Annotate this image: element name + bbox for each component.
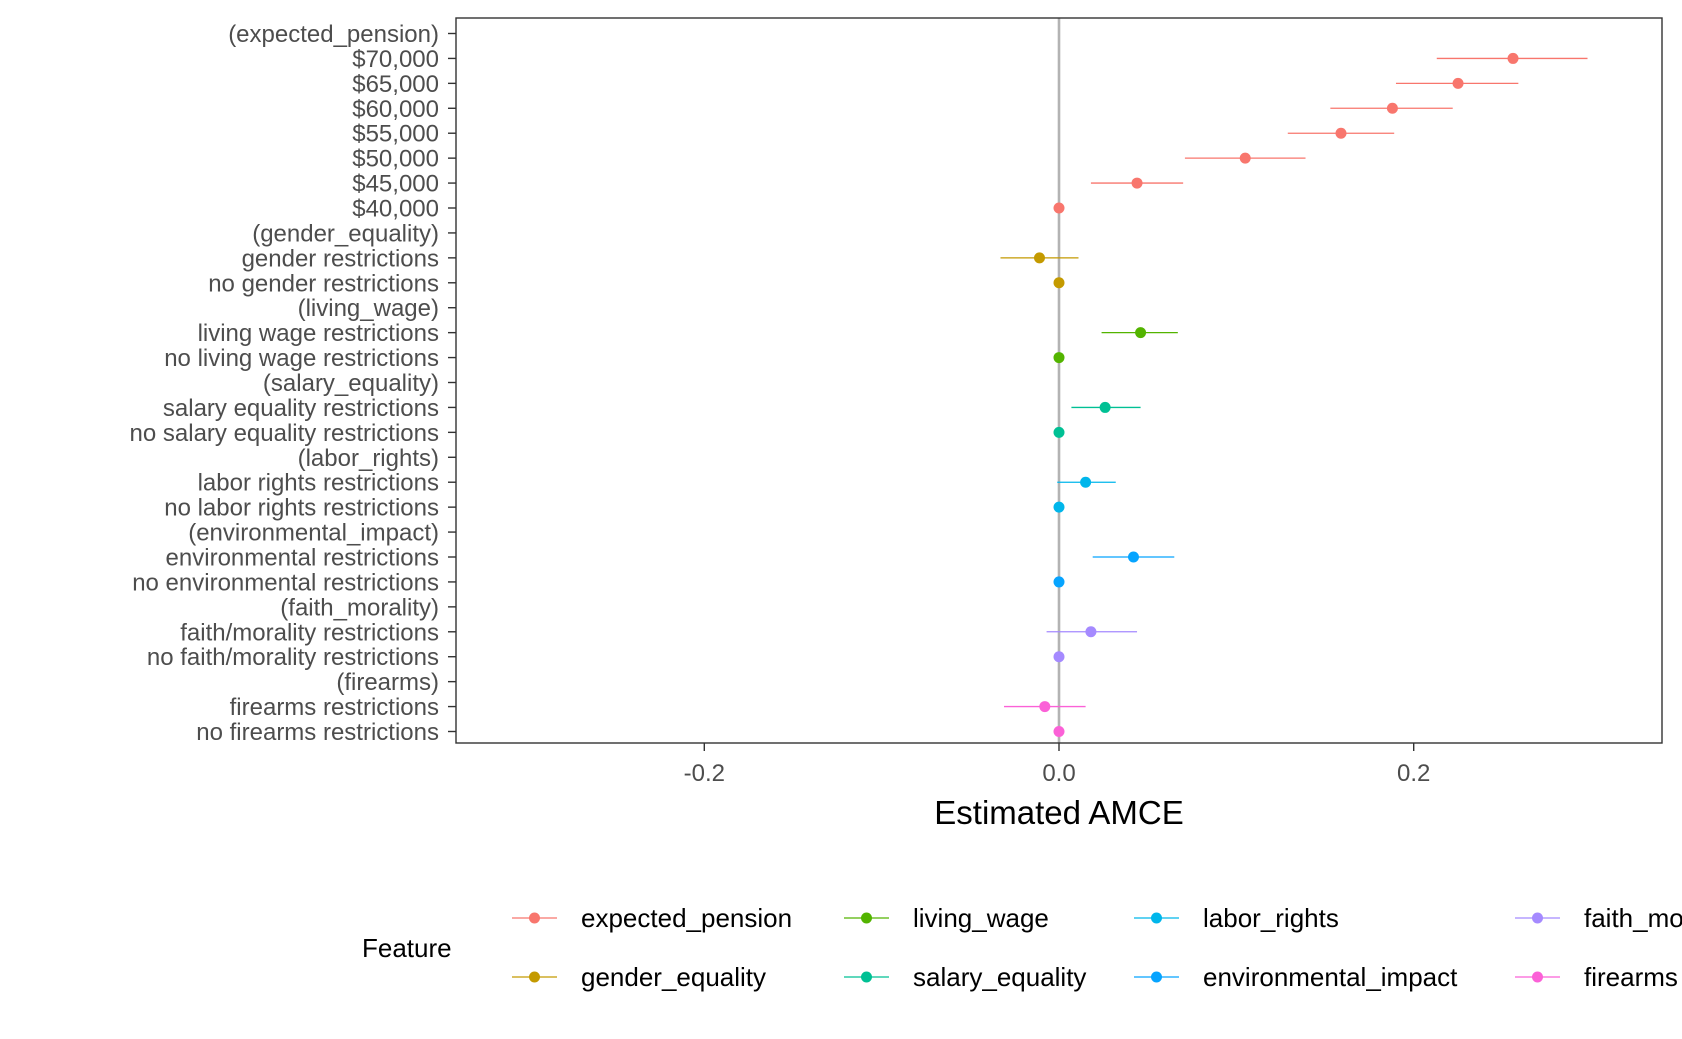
y-tick-label-level: faith/morality restrictions [180,619,439,646]
legend-entry-label: expected_pension [581,903,792,933]
y-tick-label-level: gender restrictions [242,245,439,272]
estimate-point [1507,52,1519,64]
estimate-point [1053,202,1065,214]
legend-entry-label: environmental_impact [1203,962,1458,992]
y-tick-label-level: $40,000 [352,196,439,223]
legend-key-point [529,912,540,924]
estimate-point [1080,476,1092,488]
y-tick-label-level: $55,000 [352,121,439,148]
y-tick-label-feature-header: (expected_pension) [228,21,439,48]
y-tick-label-level: labor rights restrictions [198,470,439,497]
estimate-point [1386,102,1398,114]
y-tick-label-level: living wage restrictions [198,320,439,347]
legend-key-point [861,971,872,983]
legend: Feature expected_pension gender_equality li… [362,903,1682,992]
estimate-point [1053,651,1065,663]
x-axis: -0.2 0.0 0.2 [684,743,1430,787]
legend-key-point [1151,912,1162,924]
y-tick-label-level: $45,000 [352,171,439,198]
x-tick-label: -0.2 [684,760,725,787]
estimate-point [1085,626,1097,638]
y-tick-label-feature-header: (living_wage) [298,295,439,322]
y-tick-label-feature-header: (environmental_impact) [188,520,439,547]
estimate-point [1335,127,1347,139]
y-tick-label-level: no labor rights restrictions [164,495,439,522]
y-axis: (expected_pension)$70,000$65,000$60,000$… [130,21,456,746]
y-tick-label-level: environmental restrictions [166,545,439,572]
legend-entry-label: living_wage [913,903,1049,933]
y-tick-label-level: no faith/morality restrictions [147,644,439,671]
legend-key-point [1151,971,1162,983]
y-tick-label-feature-header: (salary_equality) [263,370,439,397]
estimate-point [1099,401,1111,413]
estimate-point [1033,252,1045,264]
legend-key-point [1532,912,1543,924]
legend-entry-label: gender_equality [581,962,766,992]
x-axis-title: Estimated AMCE [934,794,1183,831]
y-tick-label-level: $70,000 [352,46,439,73]
y-tick-label-feature-header: (labor_rights) [298,445,439,472]
y-tick-label-level: $60,000 [352,96,439,123]
estimate-point [1053,426,1065,438]
y-tick-label-level: no firearms restrictions [196,719,439,746]
estimate-point [1239,152,1251,164]
estimate-point [1053,501,1065,513]
x-tick-label: 0.2 [1397,760,1430,787]
estimate-point [1039,701,1051,713]
y-tick-label-level: no salary equality restrictions [130,420,439,447]
y-tick-label-level: no environmental restrictions [132,569,439,596]
legend-title: Feature [362,933,452,963]
estimate-point [1053,352,1065,364]
estimate-point [1127,551,1139,563]
y-tick-label-feature-header: (faith_morality) [280,594,439,621]
legend-key-point [861,912,872,924]
y-tick-label-level: firearms restrictions [230,694,439,721]
y-tick-label-feature-header: (firearms) [336,669,439,696]
y-tick-label-level: salary equality restrictions [163,395,439,422]
y-tick-label-level: $65,000 [352,71,439,98]
x-tick-label: 0.0 [1042,760,1075,787]
legend-entry-label: labor_rights [1203,903,1339,933]
y-tick-label-level: $50,000 [352,146,439,173]
legend-entry-label: salary_equality [913,962,1086,992]
y-tick-label-feature-header: (gender_equality) [252,220,439,247]
estimate-point [1452,77,1464,89]
legend-entry-label: firearms [1584,962,1678,992]
legend-key-point [1532,971,1543,983]
estimate-point [1053,277,1065,289]
data-marks-layer [1000,52,1588,737]
y-tick-label-level: no gender restrictions [208,270,439,297]
estimate-point [1131,177,1143,189]
estimate-point [1053,576,1065,588]
legend-key-point [529,971,540,983]
estimate-point [1053,726,1065,737]
y-tick-label-level: no living wage restrictions [164,345,439,372]
estimate-point [1135,327,1147,339]
legend-entry-label: faith_morality [1584,903,1682,933]
